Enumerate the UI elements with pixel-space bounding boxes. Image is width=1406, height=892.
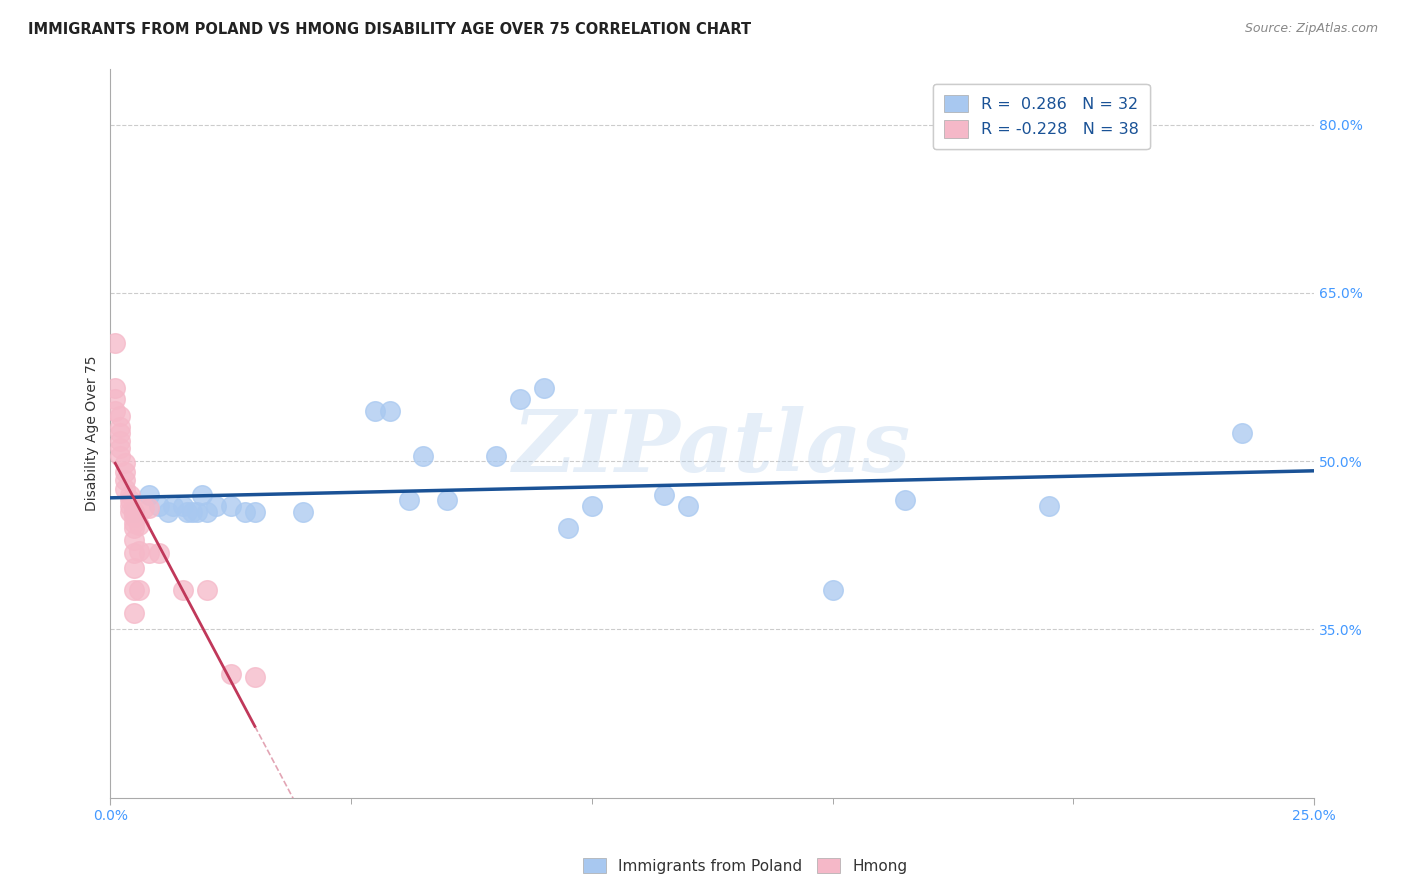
Point xyxy=(292,505,315,519)
Point xyxy=(652,488,675,502)
Point xyxy=(124,521,146,535)
Point xyxy=(124,533,146,547)
Point xyxy=(108,420,131,434)
Point xyxy=(364,403,387,417)
Point xyxy=(124,546,146,560)
Point xyxy=(195,505,218,519)
Point xyxy=(821,583,844,598)
Point xyxy=(114,473,136,487)
Point xyxy=(138,546,160,560)
Point xyxy=(1230,426,1253,441)
Point xyxy=(118,499,141,513)
Point xyxy=(128,583,150,598)
Point xyxy=(114,466,136,480)
Point xyxy=(219,667,242,681)
Point xyxy=(243,505,266,519)
Point xyxy=(412,449,434,463)
Point xyxy=(118,505,141,519)
Point xyxy=(104,336,127,351)
Point xyxy=(557,521,579,535)
Text: ZIPatlas: ZIPatlas xyxy=(513,406,911,490)
Point xyxy=(205,499,228,513)
Point xyxy=(124,510,146,524)
Legend: R =  0.286   N = 32, R = -0.228   N = 38: R = 0.286 N = 32, R = -0.228 N = 38 xyxy=(932,84,1150,149)
Point xyxy=(128,544,150,558)
Point xyxy=(172,583,194,598)
Point xyxy=(118,488,141,502)
Point xyxy=(484,449,506,463)
Point xyxy=(233,505,256,519)
Point xyxy=(398,493,420,508)
Point xyxy=(104,392,127,407)
Y-axis label: Disability Age Over 75: Disability Age Over 75 xyxy=(86,355,100,511)
Point xyxy=(114,482,136,496)
Point xyxy=(108,441,131,455)
Point xyxy=(509,392,531,407)
Point xyxy=(162,499,184,513)
Point xyxy=(148,499,170,513)
Point xyxy=(134,501,156,516)
Point xyxy=(676,499,699,513)
Point xyxy=(128,518,150,533)
Point xyxy=(108,409,131,424)
Point xyxy=(114,456,136,470)
Point xyxy=(533,381,555,395)
Point xyxy=(108,426,131,441)
Point xyxy=(436,493,458,508)
Point xyxy=(108,434,131,448)
Point xyxy=(124,505,146,519)
Point xyxy=(104,403,127,417)
Legend: Immigrants from Poland, Hmong: Immigrants from Poland, Hmong xyxy=(576,852,914,880)
Text: IMMIGRANTS FROM POLAND VS HMONG DISABILITY AGE OVER 75 CORRELATION CHART: IMMIGRANTS FROM POLAND VS HMONG DISABILI… xyxy=(28,22,751,37)
Point xyxy=(191,488,214,502)
Point xyxy=(124,583,146,598)
Point xyxy=(581,499,603,513)
Point xyxy=(243,669,266,683)
Point xyxy=(195,583,218,598)
Point xyxy=(108,449,131,463)
Point xyxy=(124,516,146,530)
Point xyxy=(104,381,127,395)
Point xyxy=(124,505,146,519)
Point xyxy=(124,560,146,574)
Point xyxy=(148,546,170,560)
Point xyxy=(181,505,204,519)
Point xyxy=(138,488,160,502)
Point xyxy=(1038,499,1060,513)
Point xyxy=(138,501,160,516)
Point xyxy=(219,499,242,513)
Point xyxy=(157,505,180,519)
Point xyxy=(124,606,146,620)
Point xyxy=(378,403,401,417)
Point xyxy=(894,493,917,508)
Point xyxy=(176,505,198,519)
Point xyxy=(186,505,208,519)
Point xyxy=(118,493,141,508)
Text: Source: ZipAtlas.com: Source: ZipAtlas.com xyxy=(1244,22,1378,36)
Point xyxy=(172,499,194,513)
